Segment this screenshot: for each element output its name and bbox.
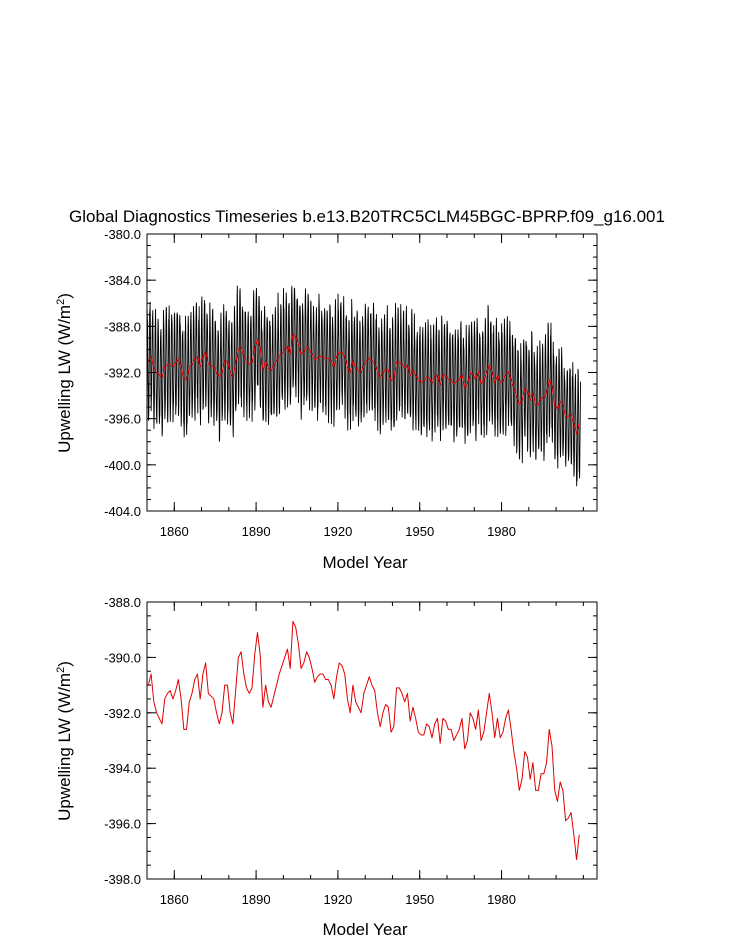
bottom-annual-chart: 1860 1890 1920 1950 1980 -398.0 -396.0 -394.0 -3… (55, 595, 598, 939)
top-y-axis-title-end: ) (55, 293, 74, 299)
x-tick-label: 1860 (160, 892, 189, 907)
y-tick-label: -396.0 (104, 817, 141, 832)
y-tick-label: -396.0 (104, 412, 141, 427)
y-tick-label: -380.0 (104, 227, 141, 242)
bottom-y-axis-title: Upwelling LW (W/m2) (55, 661, 74, 821)
bottom-y-axis-title-sup: 2 (55, 667, 67, 673)
top-timeseries-chart: Global Diagnostics Timeseries b.e13.B20T… (55, 207, 665, 572)
x-tick-label: 1890 (242, 524, 271, 539)
y-tick-label: -392.0 (104, 706, 141, 721)
y-tick-label: -388.0 (104, 595, 141, 610)
annual-mean-series-line-top (147, 333, 580, 435)
y-tick-label: -398.0 (104, 872, 141, 887)
bottom-x-axis-title: Model Year (322, 920, 407, 939)
top-y-axis-title: Upwelling LW (W/m2) (55, 293, 74, 453)
x-tick-label: 1980 (487, 892, 516, 907)
bottom-y-axis-title-main: Upwelling LW (W/m (55, 673, 74, 821)
bottom-chart-ticks: 1860 1890 1920 1950 1980 -398.0 -396.0 -394.0 -3… (104, 595, 597, 907)
annual-mean-series-line-bottom (147, 620, 580, 861)
monthly-series-line (146, 285, 581, 487)
x-tick-label: 1920 (323, 892, 352, 907)
top-chart-ticks: 1860 1890 1920 1950 1980 -404.0 -400.0 -396.0 -3… (104, 227, 597, 539)
chart-title: Global Diagnostics Timeseries b.e13.B20T… (69, 207, 665, 226)
top-y-axis-title-sup: 2 (55, 299, 67, 305)
x-tick-label: 1950 (405, 892, 434, 907)
x-tick-label: 1860 (160, 524, 189, 539)
bottom-y-axis-title-end: ) (55, 661, 74, 667)
top-y-axis-title-main: Upwelling LW (W/m (55, 305, 74, 453)
y-tick-label: -384.0 (104, 273, 141, 288)
bottom-plot-frame (146, 601, 598, 880)
y-tick-label: -388.0 (104, 319, 141, 334)
x-tick-label: 1980 (487, 524, 516, 539)
y-tick-label: -394.0 (104, 761, 141, 776)
top-plot-frame (146, 233, 598, 512)
top-x-axis-title: Model Year (322, 553, 407, 572)
x-tick-label: 1890 (242, 892, 271, 907)
y-tick-label: -400.0 (104, 458, 141, 473)
y-tick-label: -404.0 (104, 504, 141, 519)
y-tick-label: -392.0 (104, 366, 141, 381)
x-tick-label: 1950 (405, 524, 434, 539)
y-tick-label: -390.0 (104, 650, 141, 665)
x-tick-label: 1920 (323, 524, 352, 539)
